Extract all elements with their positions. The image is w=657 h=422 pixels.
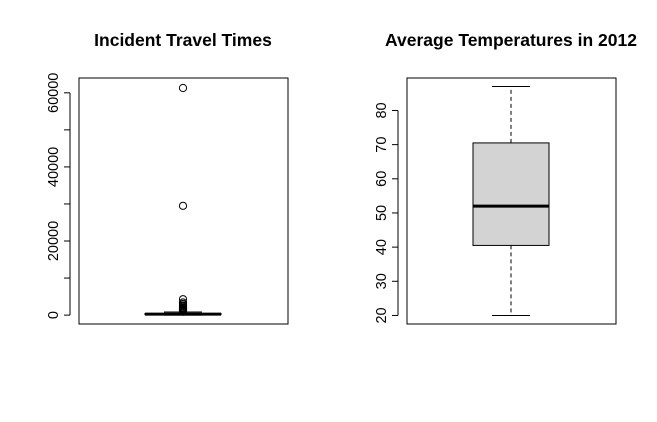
y-tick-label: 60000: [46, 73, 62, 113]
y-tick-label: 0: [46, 311, 62, 319]
box-layer: [144, 83, 222, 316]
y-tick-label: 60: [374, 171, 390, 187]
y-tick-label: 30: [374, 273, 390, 289]
chart-title: Incident Travel Times: [94, 30, 272, 50]
y-tick-label: 70: [374, 137, 390, 153]
outlier-point: [178, 201, 188, 210]
y-tick-label: 50: [374, 205, 390, 221]
plot-frame: [406, 77, 617, 325]
y-axis: 0 20000 40000 60000: [46, 73, 71, 319]
y-tick-label: 80: [374, 102, 390, 118]
y-tick-label: 20000: [46, 221, 62, 261]
outlier-point: [178, 307, 188, 316]
y-axis: 20 30 40 50 60 70 80: [374, 102, 399, 324]
panel-average-temperatures: Average Temperatures in 2012 20 30 40 50 60 7…: [374, 30, 637, 325]
outlier-point: [178, 83, 188, 93]
plot-frame: [78, 77, 289, 325]
y-tick-label: 20: [374, 307, 390, 323]
iqr-box: [472, 142, 550, 246]
chart-title: Average Temperatures in 2012: [385, 30, 637, 50]
panel-incident-travel-times: Incident Travel Times 0 20000 40000 60000: [46, 30, 289, 325]
y-tick-label: 40: [374, 239, 390, 255]
box-layer: [472, 86, 550, 316]
y-tick-label: 40000: [46, 147, 62, 187]
